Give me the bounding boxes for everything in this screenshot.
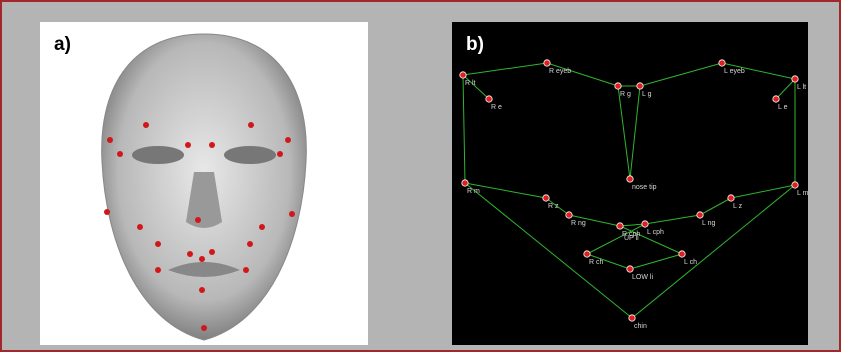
edge [776,79,795,99]
node-label: L ch [684,259,697,266]
panel-label: b) [466,34,484,56]
edge [463,75,489,99]
node-label: L cph [647,229,664,236]
node-label: R ch [589,259,604,266]
landmark-graph: R lt R eyeb R g L g L eyeb L lt R e L e nose tip… [452,22,808,345]
node [486,96,492,102]
edge [640,63,722,86]
edge [700,198,731,215]
node-label: R eyeb [549,68,571,75]
edge [630,86,640,179]
node [566,212,572,218]
node [792,76,798,82]
node-label: R e [491,104,502,111]
node [584,251,590,257]
node [544,60,550,66]
node-label: R lt [465,80,476,87]
node-label: R m [467,188,480,195]
edge [645,215,700,224]
edge [731,185,795,198]
figure: a) R lt R eyeb R g L g L eyeb L lt R e L e nose … [0,0,841,352]
node-label: L m [797,190,808,197]
node-label: R ng [571,220,586,227]
node-label: UP li [624,235,639,242]
panel-label: a) [54,34,71,56]
face-image [40,22,368,345]
node-label: L e [778,104,788,111]
node-label: R z [548,203,559,210]
node [543,195,549,201]
node [615,83,621,89]
node [679,251,685,257]
edge [463,63,547,75]
node [792,182,798,188]
node [462,180,468,186]
node-label: L lt [797,84,806,91]
edge [630,254,682,269]
node [627,266,633,272]
node [728,195,734,201]
panel-a: a) [40,22,368,345]
node [719,60,725,66]
panel-b: R lt R eyeb R g L g L eyeb L lt R e L e nose tip… [452,22,808,345]
node [629,315,635,321]
node-label: R g [620,91,631,98]
node-label: L eyeb [724,68,745,75]
node [637,83,643,89]
edge [632,185,795,318]
node-label: chin [634,323,647,330]
node-label: nose tip [632,184,657,191]
edge [618,86,630,179]
node-label: L z [733,203,743,210]
node-label: L g [642,91,652,98]
node [460,72,466,78]
node-label: LOW li [632,274,653,281]
node [773,96,779,102]
node [617,223,623,229]
node-label: L ng [702,220,715,227]
node [697,212,703,218]
edge [463,75,465,183]
node [627,176,633,182]
node [642,221,648,227]
